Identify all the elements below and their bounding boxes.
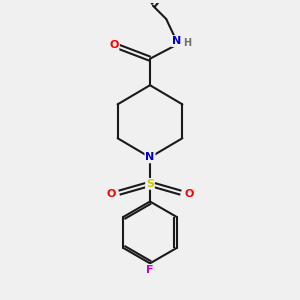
Text: O: O [184,189,194,199]
Text: H: H [183,38,191,48]
Text: N: N [172,36,181,46]
Text: O: O [109,40,119,50]
Text: O: O [106,189,116,199]
Text: S: S [146,179,154,189]
Text: N: N [146,152,154,162]
Text: F: F [146,265,154,275]
